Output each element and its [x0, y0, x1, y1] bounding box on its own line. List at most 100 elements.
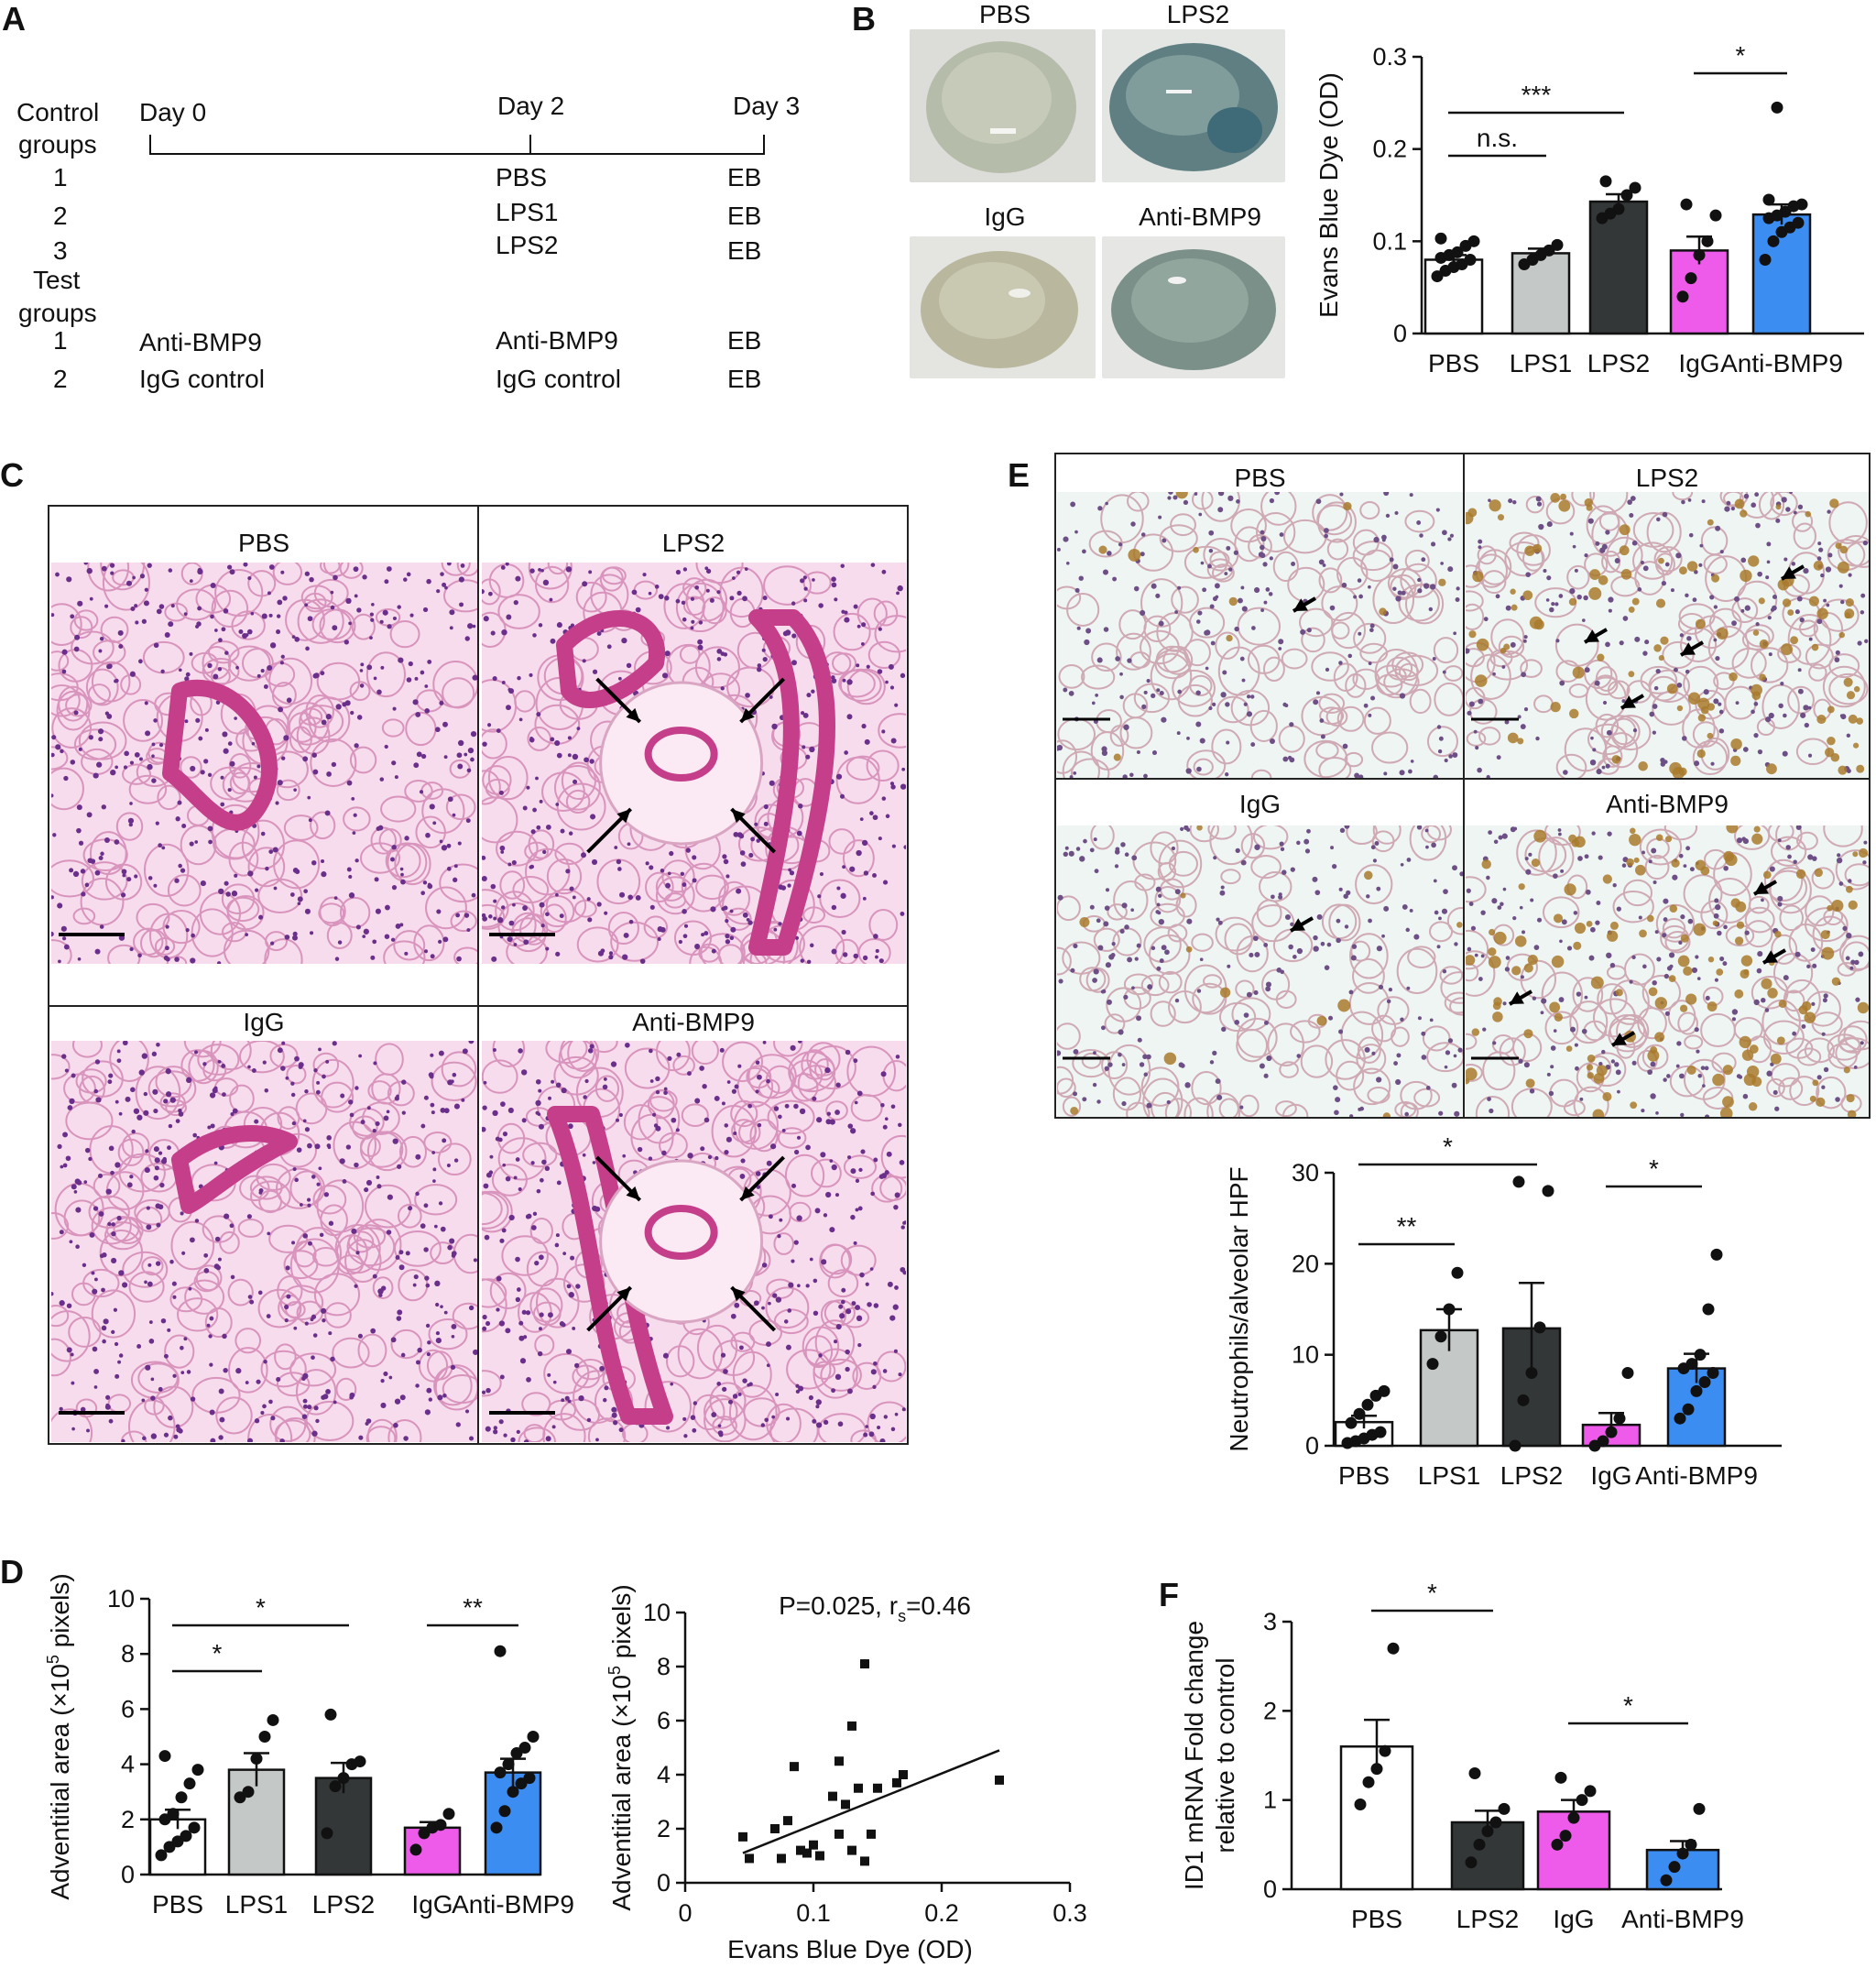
point-F-LPS2-1: [1473, 1838, 1486, 1851]
y-tick-label-D-2: 4: [121, 1751, 135, 1778]
point-E-LPS2-4: [1542, 1185, 1554, 1197]
he-image-pbs-airway: [162, 679, 278, 831]
photo-label-anti-bmp9: Anti-BMP9: [1139, 202, 1261, 231]
panel-letter-e: E: [1008, 456, 1031, 494]
lung-photo-anti-bmp9: [1102, 236, 1285, 378]
ihc-label-anti-bmp9: Anti-BMP9: [1606, 790, 1729, 818]
control-groups-label-2: groups: [18, 130, 97, 159]
point-E-LPS1-2: [1443, 1303, 1456, 1316]
point-B-IgG-5: [1680, 198, 1693, 211]
y-tick-label-F-2: 2: [1263, 1697, 1277, 1724]
ihc-image-lps2-arrowhead-1: [1585, 629, 1599, 642]
ihc-label-lps2: LPS2: [1635, 464, 1699, 492]
point-D-Anti-BMP9-10: [494, 1645, 507, 1657]
point-B-IgG-0: [1676, 290, 1689, 303]
point-D-LPS2-4: [354, 1755, 366, 1768]
panel-letter-f: F: [1159, 1576, 1179, 1613]
chart-D-scatter: 0 2 4 6 8 10 0 0.1 0.2 0.3 Evans Blue Dye (OD) Adve…: [605, 1584, 1087, 1963]
he-image-anti-bmp9-arrowhead-2: [616, 1287, 631, 1302]
chart-D: 0 2 4 6 8 10 Adventitial area (×105 pixels) PBS…: [44, 1573, 574, 1919]
ihc-image-lps2-arrowhead-2: [1681, 642, 1696, 655]
point-E-Anti-BMP9-1: [1682, 1403, 1695, 1416]
point-B-PBS-7: [1451, 246, 1464, 258]
panel-letter-b: B: [852, 0, 876, 38]
x-label-B-LPS1: LPS1: [1510, 349, 1573, 377]
test-groups-label-2: groups: [18, 299, 97, 327]
point-F-IgG-4: [1584, 1785, 1597, 1798]
scatter-point-10: [828, 1791, 837, 1801]
scatter-point-9: [815, 1851, 824, 1861]
point-F-PBS-0: [1354, 1799, 1367, 1811]
scatter-point-4: [783, 1816, 792, 1826]
he-image-lps2-arrowhead-0: [626, 707, 640, 722]
point-F-IgG-3: [1576, 1794, 1588, 1807]
point-D-Anti-BMP9-0: [490, 1821, 503, 1834]
point-F-Anti-BMP9-0: [1660, 1874, 1673, 1886]
x-label-B-IgG: IgG: [1678, 349, 1719, 377]
point-B-LPS2-4: [1629, 181, 1642, 194]
point-E-IgG-3: [1613, 1412, 1626, 1425]
bar-D-LPS1: [227, 1768, 286, 1876]
y-tick-label-B-0: 0: [1393, 320, 1407, 347]
sig-label-B-1: ***: [1522, 81, 1552, 109]
point-B-PBS-10: [1434, 232, 1447, 245]
point-E-LPS2-2: [1525, 1367, 1538, 1380]
test-groups-label-1: Test: [33, 266, 81, 294]
scatter-point-18: [860, 1659, 869, 1669]
point-E-PBS-9: [1378, 1384, 1391, 1397]
y-tick-label-scatter-5: 10: [643, 1599, 671, 1626]
point-E-Anti-BMP9-9: [1710, 1248, 1723, 1261]
point-B-Anti-BMP9-1: [1767, 235, 1780, 247]
day-3-label: Day 3: [733, 92, 801, 120]
sig-label-F-1: *: [1623, 1691, 1633, 1720]
scatter-point-16: [854, 1783, 863, 1793]
point-D-IgG-4: [442, 1808, 455, 1820]
control-row-3-day2: LPS2: [496, 231, 559, 259]
y-axis-label-D: Adventitial area (×105 pixels): [44, 1573, 74, 1899]
point-E-LPS1-1: [1434, 1330, 1447, 1343]
point-D-LPS1-3: [258, 1731, 271, 1743]
scatter-point-21: [892, 1777, 901, 1788]
point-F-LPS2-0: [1465, 1856, 1478, 1869]
he-image-pbs: [51, 563, 477, 964]
point-F-Anti-BMP9-4: [1693, 1802, 1706, 1815]
test-row-1-day2: Anti-BMP9: [496, 326, 618, 355]
point-D-LPS1-2: [250, 1753, 263, 1766]
he-image-anti-bmp9-vessel-lumen: [644, 1205, 718, 1260]
control-row-3-num: 3: [53, 236, 68, 265]
y-tick-label-D-3: 6: [121, 1695, 135, 1722]
he-image-anti-bmp9: [482, 1041, 906, 1442]
x-label-D-LPS1: LPS1: [225, 1890, 289, 1919]
point-D-Anti-BMP9-8: [518, 1742, 531, 1755]
point-D-PBS-3: [180, 1830, 192, 1842]
point-F-PBS-3: [1379, 1744, 1391, 1757]
sig-label-D-2: **: [463, 1593, 483, 1622]
histology-label-igg: IgG: [243, 1008, 285, 1036]
scatter-point-22: [899, 1770, 908, 1779]
point-E-Anti-BMP9-7: [1694, 1349, 1707, 1361]
y-tick-label-D-1: 2: [121, 1806, 135, 1833]
point-D-Anti-BMP9-2: [507, 1786, 519, 1799]
x-label-E-IgG: IgG: [1590, 1461, 1631, 1490]
y-tick-label-scatter-4: 8: [657, 1653, 671, 1680]
y-tick-label-D-0: 0: [121, 1861, 135, 1888]
x-label-F-PBS: PBS: [1351, 1905, 1402, 1933]
y-tick-label-B-1: 0.1: [1372, 227, 1407, 255]
control-groups-label-1: Control: [16, 98, 100, 126]
point-F-Anti-BMP9-1: [1668, 1861, 1681, 1874]
y-axis-label-B: Evans Blue Dye (OD): [1314, 72, 1343, 318]
scatter-point-1: [745, 1853, 754, 1864]
point-E-PBS-6: [1353, 1407, 1366, 1420]
point-B-Anti-BMP9-0: [1759, 253, 1772, 266]
point-D-PBS-4: [188, 1821, 201, 1834]
y-tick-label-B-2: 0.2: [1372, 136, 1407, 163]
point-B-IgG-2: [1693, 248, 1706, 261]
point-B-LPS1-4: [1551, 238, 1564, 251]
bar-D-LPS2: [314, 1777, 373, 1876]
sig-label-D-0: *: [213, 1639, 223, 1667]
control-row-2-num: 2: [53, 202, 68, 230]
test-row-2-day3: EB: [727, 365, 762, 393]
scatter-point-5: [790, 1762, 799, 1772]
point-F-LPS2-4: [1498, 1802, 1511, 1815]
photo-label-lps2: LPS2: [1166, 0, 1230, 28]
